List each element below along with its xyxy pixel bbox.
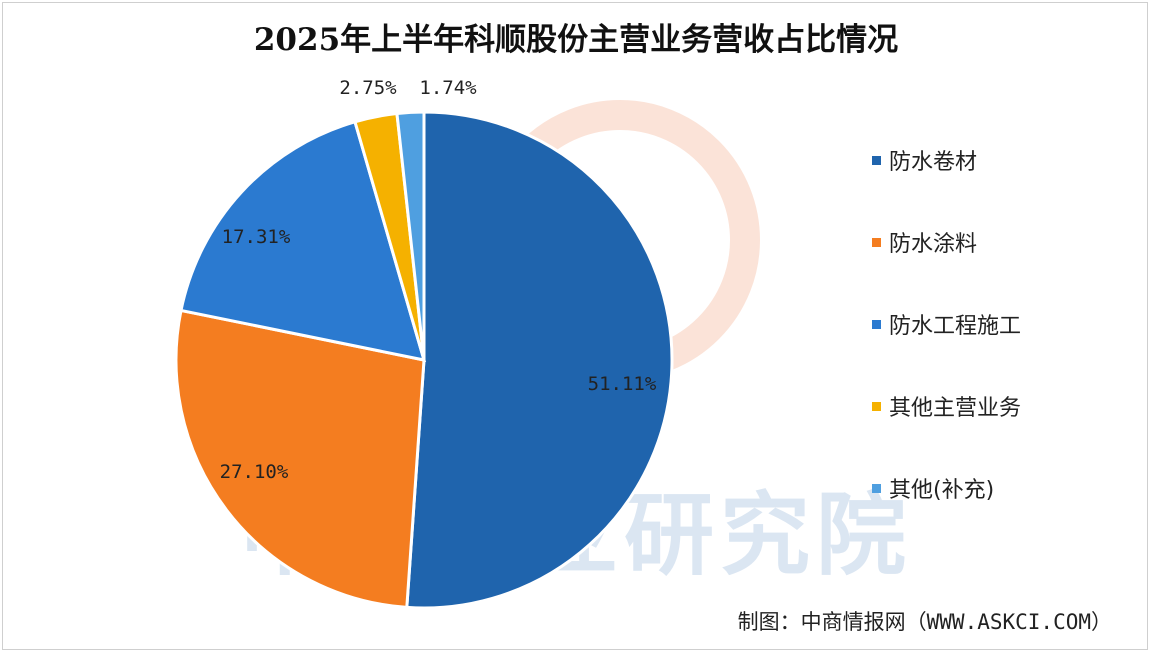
legend-swatch	[872, 237, 881, 247]
legend-item: 防水涂料	[872, 222, 1132, 262]
legend-swatch	[872, 483, 881, 493]
legend-item: 防水卷材	[872, 140, 1132, 180]
pie-slice	[395, 110, 426, 361]
legend-label: 防水涂料	[889, 232, 978, 257]
slice-data-label: 17.31%	[222, 226, 291, 248]
legend-swatch	[872, 401, 881, 411]
slice-data-label: 27.10%	[220, 461, 289, 483]
legend-swatch	[872, 319, 881, 329]
slice-data-label: 2.75%	[339, 77, 397, 99]
legend: 防水卷材 防水涂料 防水工程施工 其他主营业务 其他(补充)	[872, 140, 1132, 550]
legend-item: 防水工程施工	[872, 304, 1132, 344]
pie-slice	[174, 308, 426, 610]
legend-label: 防水卷材	[889, 150, 978, 175]
pie-slice	[405, 110, 674, 610]
pie-slice	[179, 119, 427, 362]
legend-label: 防水工程施工	[889, 314, 1022, 339]
legend-label: 其他(补充)	[889, 478, 995, 503]
legend-label: 其他主营业务	[889, 396, 1022, 421]
source-note: 制图：中商情报网（WWW.ASKCI.COM）	[737, 610, 1112, 634]
legend-item: 其他主营业务	[872, 386, 1132, 426]
legend-item: 其他(补充)	[872, 468, 1132, 508]
legend-swatch	[872, 155, 881, 165]
slice-data-label: 1.74%	[419, 77, 477, 99]
slice-data-label: 51.11%	[588, 373, 657, 395]
chart-title: 2025年上半年科顺股份主营业务营收占比情况	[253, 22, 899, 58]
